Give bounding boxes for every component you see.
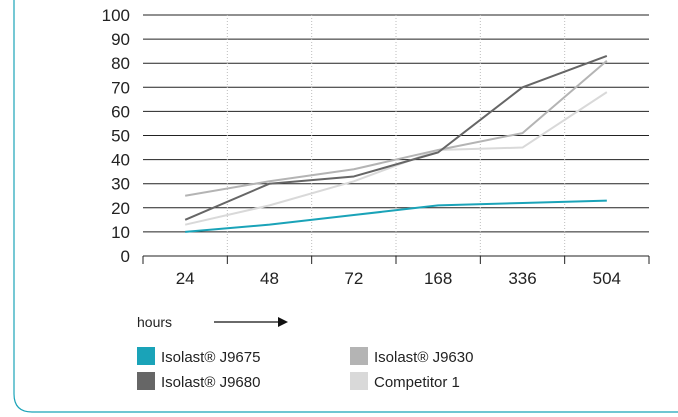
y-tick-label: 0	[121, 247, 130, 266]
y-tick-label: 30	[111, 175, 130, 194]
y-tick-label: 90	[111, 30, 130, 49]
legend-label: Competitor 1	[374, 374, 460, 391]
y-tick-label: 80	[111, 54, 130, 73]
y-tick-label: 70	[111, 78, 130, 97]
y-axis-tick-labels: 0 10 20 30 40 50 60 70 80 90 100	[102, 6, 130, 266]
legend-swatch	[350, 347, 368, 365]
x-tick-label: 72	[344, 269, 363, 288]
legend-swatch	[137, 347, 155, 365]
x-axis-tick-labels: 24 48 72 168 336 504	[176, 269, 621, 288]
x-tick-label: 336	[508, 269, 536, 288]
y-tick-label: 40	[111, 151, 130, 170]
legend-swatch	[350, 372, 368, 390]
y-tick-label: 20	[111, 199, 130, 218]
series-line-3	[184, 91, 608, 226]
y-tick-label: 100	[102, 6, 130, 25]
legend: Isolast® J9675 Isolast® J9630 Isolast® J96…	[137, 347, 473, 391]
x-tick-label: 24	[176, 269, 195, 288]
legend-label: Isolast® J9630	[374, 349, 473, 366]
legend-label: Isolast® J9680	[161, 374, 260, 391]
y-tick-label: 60	[111, 102, 130, 121]
x-tick-label: 168	[424, 269, 452, 288]
x-tick-label: 504	[593, 269, 621, 288]
x-axis	[142, 255, 650, 264]
legend-label: Isolast® J9675	[161, 349, 260, 366]
series-line-1	[184, 60, 608, 197]
x-tick-label: 48	[260, 269, 279, 288]
series-line-2	[184, 55, 608, 221]
y-tick-label: 50	[111, 127, 130, 146]
x-axis-unit-label: hours	[137, 314, 172, 330]
series-line-0	[185, 199, 607, 233]
y-tick-label: 10	[111, 223, 130, 242]
x-axis-arrow	[214, 317, 288, 327]
legend-swatch	[137, 372, 155, 390]
vertical-gridlines	[226, 15, 566, 256]
panel-border	[13, 0, 678, 413]
series-lines	[184, 55, 608, 233]
